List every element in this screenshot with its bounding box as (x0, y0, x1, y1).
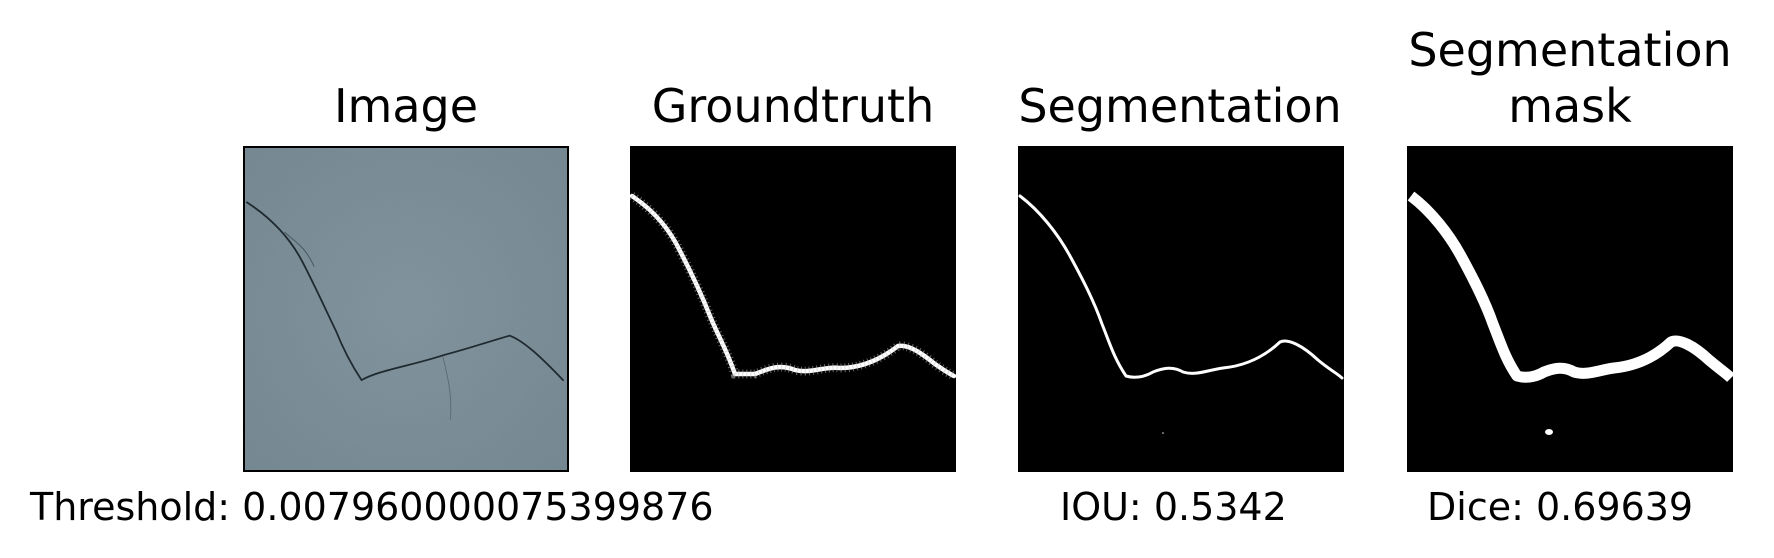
dice-caption: Dice: 0.69639 (1427, 485, 1694, 529)
image-panel-title: Image (333, 79, 479, 133)
segmentation-panel-title: Segmentation (1018, 79, 1342, 133)
groundtruth-panel-title: Groundtruth (651, 79, 935, 133)
segmentation-mask-panel-title: Segmentation mask (1408, 23, 1732, 133)
concrete-crack-photo (245, 148, 567, 470)
segmentation-binary-mask (1407, 146, 1733, 472)
groundtruth-mask (630, 146, 956, 472)
segmentation-crack-map (1018, 146, 1344, 472)
binary-crack-mask (1407, 146, 1733, 472)
groundtruth-crack-mask (630, 146, 956, 472)
input-image (243, 146, 569, 472)
threshold-caption: Threshold: 0.007960000075399876 (30, 485, 714, 529)
crack-line (246, 201, 564, 382)
segmentation-output (1018, 146, 1344, 472)
iou-caption: IOU: 0.5342 (1060, 485, 1287, 529)
